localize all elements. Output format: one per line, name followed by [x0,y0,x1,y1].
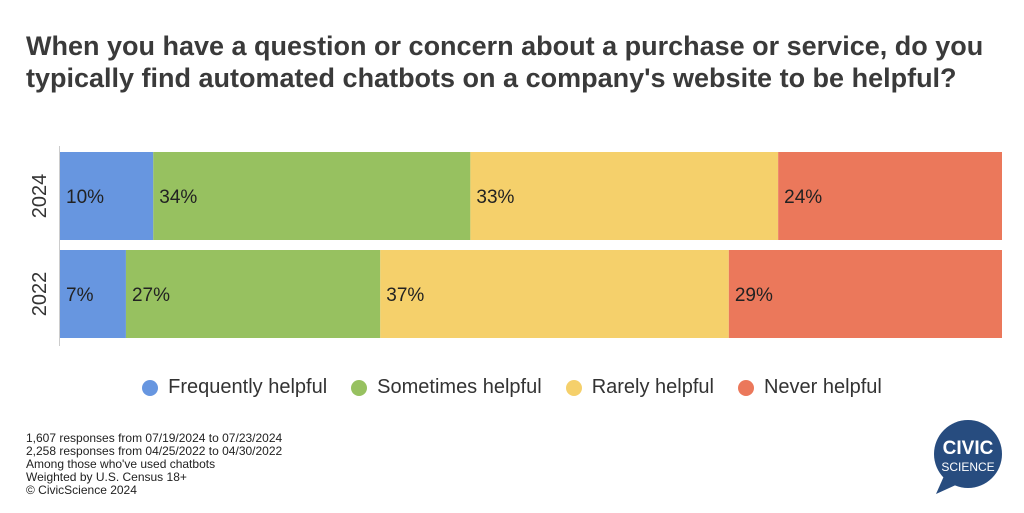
data-label: 24% [784,187,822,208]
bar-segment [380,250,729,338]
bar-segment [470,152,779,240]
bar-segment [778,152,1002,240]
legend-item: Never helpful [737,376,882,399]
legend-swatch [351,379,368,396]
bar-segment [60,250,126,338]
svg-text:CIVIC: CIVIC [943,438,994,459]
category-label: 2022 [29,272,51,317]
legend-item: Frequently helpful [142,376,327,399]
bar-segment [125,250,381,338]
footnotes: 1,607 responses from 07/19/2024 to 07/23… [26,432,282,497]
data-label: 37% [386,285,424,306]
data-label: 29% [735,285,773,306]
data-label: 34% [159,187,197,208]
civicscience-logo: CIVIC SCIENCE [934,420,1002,494]
chart-title: When you have a question or concern abou… [26,31,984,93]
bar-segment [153,152,471,240]
legend-swatch [565,379,582,396]
legend-label: Rarely helpful [591,376,714,398]
stacked-bar-chart: 10% 34% 33% 24% 2024 7% 27% 37% 29% 2022 [29,146,1002,346]
data-label: 27% [132,285,170,306]
legend-item: Rarely helpful [565,376,714,399]
data-label: 33% [476,187,514,208]
bar-segment [60,152,154,240]
bar-segment [728,250,1002,338]
legend: Frequently helpful Sometimes helpful Rarel… [0,376,1024,399]
note: © CivicScience 2024 [26,483,137,497]
data-label: 10% [66,187,104,208]
legend-label: Never helpful [763,376,882,398]
svg-text:SCIENCE: SCIENCE [941,460,994,474]
note: Weighted by U.S. Census 18+ [26,470,187,484]
legend-label: Frequently helpful [168,376,328,398]
data-label: 7% [66,285,94,306]
legend-swatch [737,379,754,396]
legend-label: Sometimes helpful [377,376,542,398]
legend-swatch [142,379,159,396]
note: 2,258 responses from 04/25/2022 to 04/30… [26,444,283,458]
note: Among those who've used chatbots [26,457,216,471]
category-label: 2024 [29,174,51,219]
note: 1,607 responses from 07/19/2024 to 07/23… [26,431,283,445]
legend-item: Sometimes helpful [351,376,542,399]
